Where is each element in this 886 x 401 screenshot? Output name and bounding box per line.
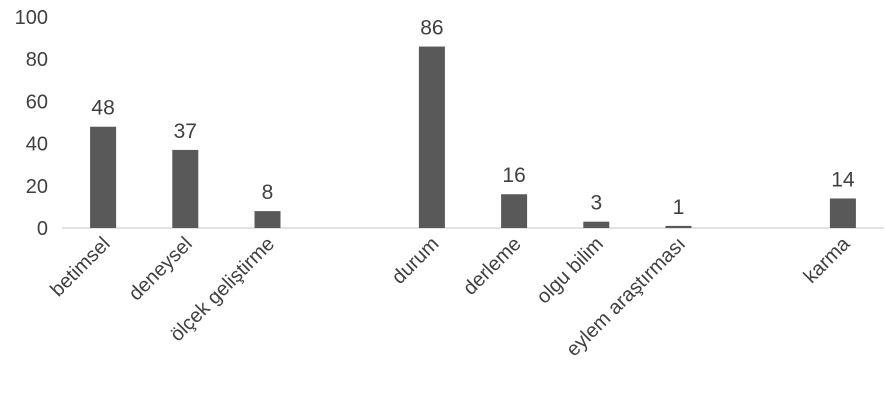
category-label: olgu bilim <box>533 233 608 308</box>
category-label: deneysel <box>125 233 197 305</box>
data-label: 86 <box>420 17 443 40</box>
bar <box>501 194 528 228</box>
bar <box>583 221 610 228</box>
y-tick-label: 60 <box>26 91 48 113</box>
data-label: 8 <box>262 181 274 204</box>
bar <box>254 211 281 228</box>
data-label: 1 <box>673 196 685 219</box>
data-label: 37 <box>174 120 197 143</box>
bar <box>665 225 692 228</box>
category-label: durum <box>388 233 444 289</box>
bars <box>90 46 856 228</box>
category-label: karma <box>800 232 855 287</box>
data-labels: 48 37 8 86 16 3 1 14 <box>91 17 854 219</box>
bar <box>418 46 445 228</box>
bar <box>172 149 199 228</box>
y-tick-label: 20 <box>26 176 48 198</box>
category-label: derleme <box>459 233 526 300</box>
y-axis-ticks: 0 20 40 60 80 100 <box>15 7 48 240</box>
bar <box>829 198 856 228</box>
bar <box>90 126 117 228</box>
y-tick-label: 100 <box>15 7 48 29</box>
y-tick-label: 80 <box>26 49 48 71</box>
data-label: 16 <box>502 164 525 187</box>
data-label: 3 <box>590 192 602 215</box>
y-tick-label: 0 <box>37 218 48 240</box>
y-tick-label: 40 <box>26 134 48 156</box>
data-label: 14 <box>831 168 855 191</box>
category-label: betimsel <box>46 233 114 301</box>
data-label: 48 <box>91 97 114 120</box>
